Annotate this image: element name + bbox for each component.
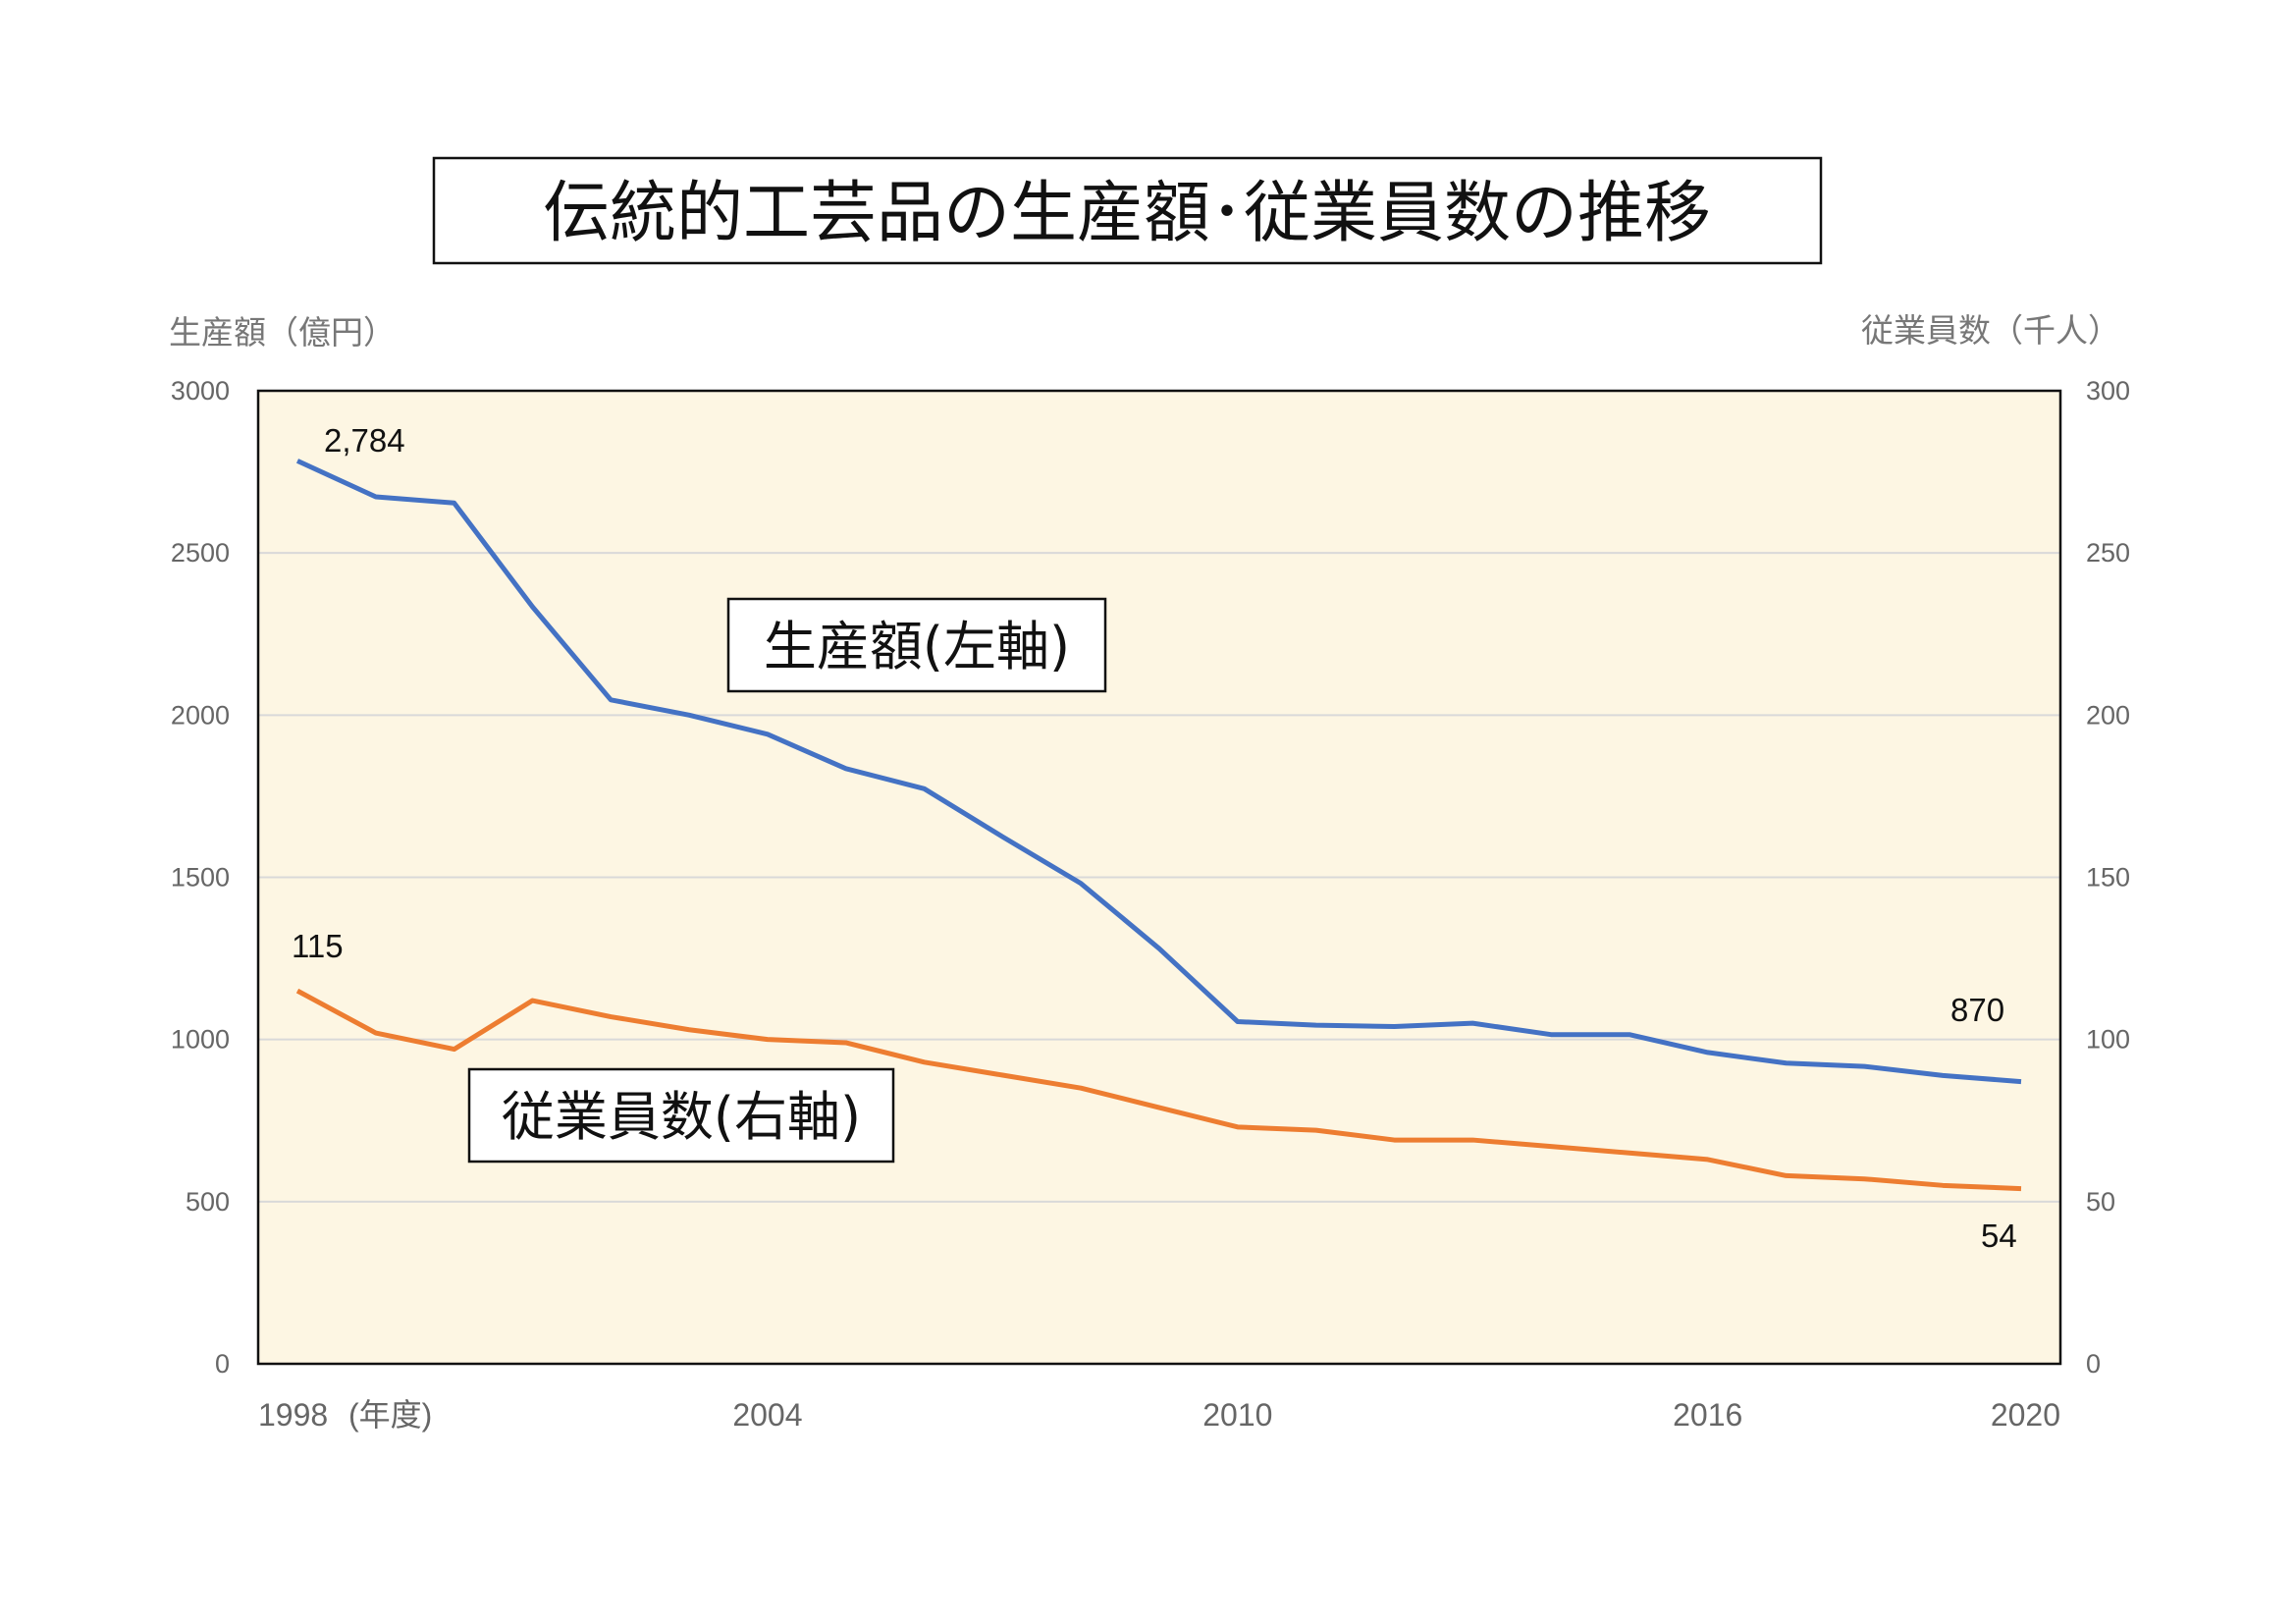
gridlines bbox=[258, 552, 2060, 1203]
employees-label-box bbox=[467, 1067, 895, 1164]
right-tick-label: 100 bbox=[2086, 1025, 2130, 1055]
title-box bbox=[432, 156, 1823, 265]
left-tick-label: 0 bbox=[215, 1349, 230, 1379]
x-tick-label: 2016 bbox=[1673, 1397, 1742, 1433]
plot-border bbox=[256, 389, 2062, 1366]
data-label-first-production: 2,784 bbox=[324, 422, 405, 459]
left-tick-label: 1000 bbox=[171, 1025, 230, 1055]
right-tick-label: 50 bbox=[2086, 1187, 2115, 1217]
left-tick-label: 1500 bbox=[171, 863, 230, 893]
x-axis-ticks: 1998 2004 2010 2016 2020 bbox=[258, 1397, 2060, 1433]
left-axis-ticks: 0 500 1000 1500 2000 2500 3000 bbox=[171, 376, 230, 1379]
production-label-box bbox=[726, 597, 1107, 693]
left-tick-label: 2500 bbox=[171, 538, 230, 568]
right-tick-label: 150 bbox=[2086, 863, 2130, 893]
right-tick-label: 300 bbox=[2086, 376, 2130, 406]
left-axis-title: 生産額（億円） bbox=[169, 313, 396, 352]
left-tick-label: 3000 bbox=[171, 376, 230, 406]
right-axis-ticks: 0 50 100 150 200 250 300 bbox=[2086, 376, 2130, 1379]
left-tick-label: 2000 bbox=[171, 700, 230, 730]
series-line-employees bbox=[295, 988, 2022, 1192]
right-tick-label: 200 bbox=[2086, 700, 2130, 730]
chart-title: 伝統的工芸品の生産額･従業員数の推移 bbox=[543, 175, 1711, 252]
data-label-last-production: 870 bbox=[1950, 992, 2004, 1028]
left-tick-label: 500 bbox=[186, 1187, 230, 1217]
x-tick-label: 2020 bbox=[1991, 1397, 2060, 1433]
right-tick-label: 250 bbox=[2086, 538, 2130, 568]
x-tick-label: 2010 bbox=[1202, 1397, 1272, 1433]
data-label-first-employees: 115 bbox=[292, 928, 344, 964]
data-label-last-employees: 54 bbox=[1981, 1218, 2017, 1254]
x-tick-label: 1998 bbox=[258, 1397, 328, 1433]
series-line-production bbox=[295, 459, 2022, 1085]
right-tick-label: 0 bbox=[2086, 1349, 2101, 1379]
right-axis-title: 従業員数（千人） bbox=[1861, 311, 2120, 350]
x-unit-label: (年度) bbox=[348, 1397, 432, 1433]
production-series-label: 生産額(左軸) bbox=[764, 616, 1070, 677]
employees-series-label: 従業員数(右軸) bbox=[502, 1086, 861, 1148]
x-tick-label: 2004 bbox=[732, 1397, 802, 1433]
